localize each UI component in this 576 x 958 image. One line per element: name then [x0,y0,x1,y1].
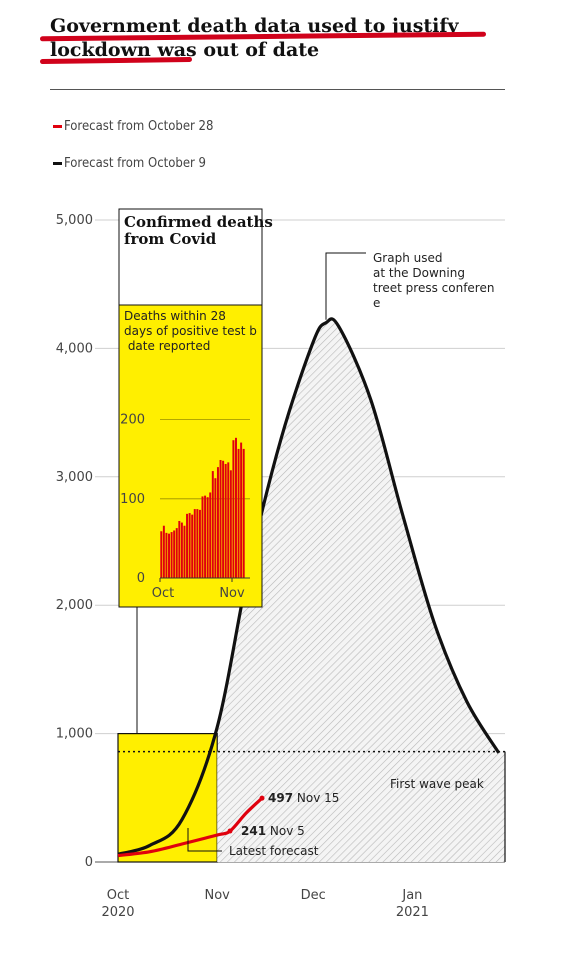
y-tick-label: 4,000 [56,341,93,356]
inset-bar [227,462,230,578]
inset-bar [162,525,165,578]
x-tick-label: Dec [301,888,326,903]
inset-x-tick: Oct [152,586,174,601]
inset-bar [196,509,199,578]
latest-forecast-box [117,732,218,863]
y-tick-label: 3,000 [56,470,93,485]
inset-bar [168,533,171,578]
x-tick-year: 2021 [396,905,429,920]
y-tick-label: 1,000 [56,727,93,742]
oct9-forecast-line [117,317,501,856]
first-wave-region [217,751,505,862]
title-divider [50,89,505,90]
inset-bar [229,470,232,578]
legend-item-oct9: Forecast from October 9 [53,156,206,171]
inset-x-tick: Nov [219,586,245,601]
inset-bar [234,437,237,578]
inset-y-tick: 200 [120,413,145,428]
inset-bar [206,497,209,578]
chart-headline: Government death data used to justify lo… [50,15,459,61]
oct9-forecast-area [118,318,499,863]
inset-y-tick: 0 [137,571,145,586]
y-tick-label: 0 [85,855,93,870]
inset-bar [198,509,201,578]
legend-item-oct28: Forecast from October 28 [53,119,213,134]
inset-title: Confirmed deaths from Covid [124,213,273,248]
graph-used-label: Graph used at the Downing treet press con… [373,251,494,310]
inset-bar [222,460,225,578]
x-tick-label: Nov [205,888,231,903]
inset-subtitle: Deaths within 28 days of positive test b … [124,309,257,353]
inset-bar [170,532,173,578]
x-tick-label: Jan [401,888,422,903]
inset-bar [193,509,196,578]
inset-bar [178,520,181,578]
inset-bar [173,530,176,578]
label-nov15: 497 Nov 15 [268,791,339,805]
x-tick-label: Oct [107,888,129,903]
inset-bar [175,528,178,578]
graph-used-leader [325,252,366,320]
inset-bar [188,513,191,578]
x-tick-year: 2020 [101,905,134,920]
label-nov5: 241 Nov 5 [241,824,305,838]
inset-bar [204,495,207,578]
inset-bar [160,531,163,578]
legend-label: Forecast from October 9 [64,156,206,171]
y-tick-label: 2,000 [56,598,93,613]
inset-bar [224,463,227,578]
inset-bar [237,448,240,578]
oct28-forecast-line [117,797,264,858]
data-point-nov5 [227,828,233,834]
inset-bar [219,459,222,578]
inset-bar [214,478,217,578]
inset-bar [180,522,183,578]
latest-forecast-leader [187,828,222,852]
inset-bar [209,492,212,578]
inset-bar [216,467,219,578]
inset-bar [191,514,194,578]
inset-bar [242,448,245,578]
inset-bar [211,471,214,578]
inset-bar [201,496,204,578]
legend-label: Forecast from October 28 [64,119,214,134]
first-wave-peak-label: First wave peak [390,777,484,791]
data-point-nov15 [259,795,265,801]
legend-swatch-black [53,162,62,165]
inset-bar [232,440,235,578]
inset-y-tick: 100 [120,492,145,507]
legend-swatch-red [53,125,62,128]
y-tick-label: 5,000 [56,213,93,228]
inset-bar [183,525,186,578]
inset-bar [240,442,243,578]
inset-bar [186,513,189,578]
latest-forecast-label: Latest forecast [229,844,319,858]
inset-bar [165,532,168,578]
